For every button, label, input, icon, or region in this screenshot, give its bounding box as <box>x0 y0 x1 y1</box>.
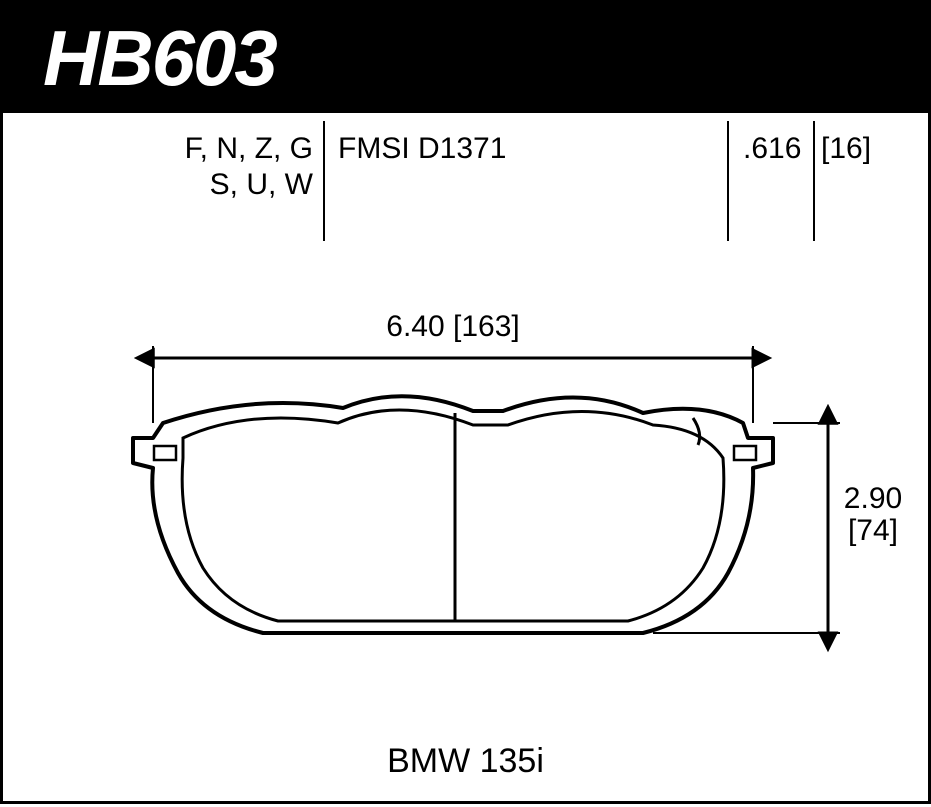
height-dim-in: 2.90 <box>844 482 902 515</box>
application-label: BMW 135i <box>3 742 928 781</box>
height-dim-mm: [74] <box>848 514 898 547</box>
drawing-area: 6.40 [163] 2.90[74] <box>3 263 928 801</box>
thickness-mm: [16] <box>821 131 871 167</box>
spec-row: F, N, Z, G S, U, W FMSI D1371 .616 [16] <box>3 113 928 248</box>
mounting-slot-right <box>734 446 756 460</box>
pad-notch <box>693 418 700 445</box>
spec-divider-2 <box>727 121 729 241</box>
width-dim-label: 6.40 [163] <box>386 310 519 343</box>
compound-codes: F, N, Z, G S, U, W <box>133 131 313 203</box>
spec-sheet: HB603 F, N, Z, G S, U, W FMSI D1371 .616… <box>0 0 931 804</box>
spec-divider-3 <box>813 121 815 241</box>
pad-friction-outline <box>182 410 724 621</box>
compound-codes-line2: S, U, W <box>133 167 313 203</box>
part-number-title: HB603 <box>43 13 276 104</box>
brake-pad-diagram: 6.40 [163] 2.90[74] <box>3 263 931 807</box>
thickness-inches: .616 <box>743 131 801 167</box>
header-bar: HB603 <box>3 3 928 113</box>
mounting-slot-left <box>154 446 176 460</box>
spec-divider-1 <box>323 121 325 241</box>
compound-codes-line1: F, N, Z, G <box>133 131 313 167</box>
fmsi-code: FMSI D1371 <box>338 131 506 167</box>
